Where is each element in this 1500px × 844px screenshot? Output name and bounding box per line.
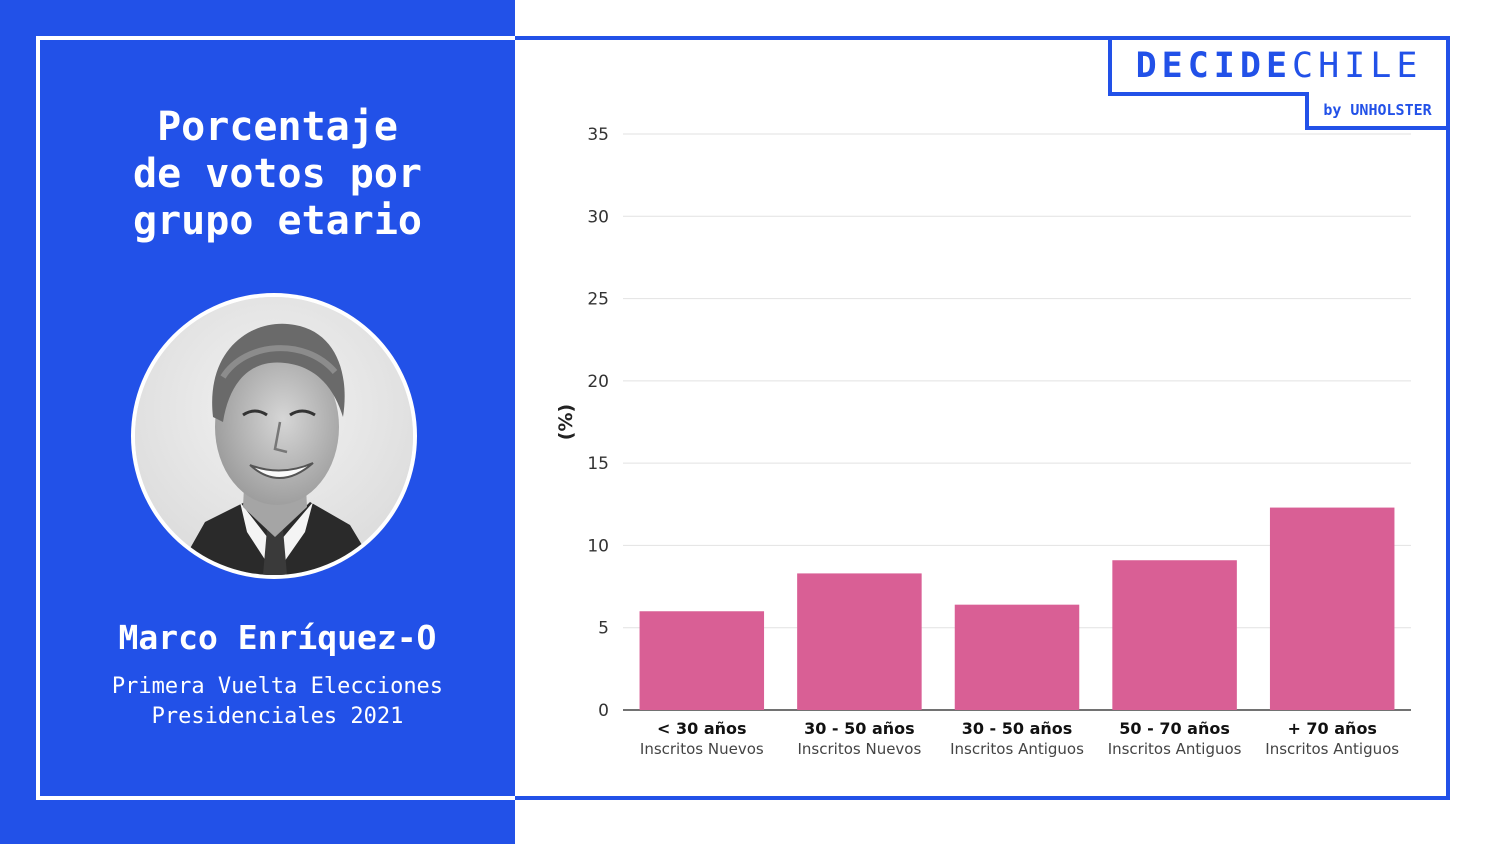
x-category-label: 30 - 50 años <box>962 719 1073 738</box>
candidate-photo <box>131 293 417 579</box>
page-title: Porcentaje de votos por grupo etario <box>40 104 515 245</box>
bar <box>797 573 922 710</box>
title-line-1: Porcentaje <box>157 104 398 150</box>
x-category-label: < 30 años <box>657 719 747 738</box>
bar <box>639 611 765 710</box>
bar-chart: 0 5 10 15 20 25 30 35 < 30 años Inscritos Nuevos 3… <box>555 125 1411 758</box>
bar <box>954 604 1080 710</box>
x-category-sublabel: Inscritos Nuevos <box>798 740 922 758</box>
x-category-label: 30 - 50 años <box>804 719 915 738</box>
left-frame <box>36 36 515 800</box>
y-tick-label: 35 <box>587 125 609 145</box>
logo-light-text: CHILE <box>1292 46 1423 86</box>
decidechile-logo: DECIDECHILE <box>1108 36 1450 96</box>
y-tick-label: 20 <box>587 372 609 392</box>
x-category-sublabel: Inscritos Antiguos <box>1108 740 1242 758</box>
unholster-byline: by UNHOLSTER <box>1305 92 1450 130</box>
y-tick-label: 5 <box>598 619 609 639</box>
title-line-3: grupo etario <box>133 198 422 244</box>
x-category-sublabel: Inscritos Antiguos <box>950 740 1084 758</box>
subtitle-line-2: Presidenciales 2021 <box>151 704 404 729</box>
y-tick-label: 10 <box>587 536 609 556</box>
bar <box>1269 507 1395 710</box>
chart-frame <box>515 36 1450 800</box>
title-line-2: de votos por <box>133 151 422 197</box>
candidate-portrait <box>135 297 413 575</box>
candidate-name: Marco Enríquez-O <box>118 618 437 657</box>
subtitle-line-1: Primera Vuelta Elecciones <box>111 674 444 699</box>
bar <box>1112 560 1237 710</box>
y-tick-label: 15 <box>587 454 609 474</box>
x-category-label: 50 - 70 años <box>1119 719 1230 738</box>
election-subtitle: Primera Vuelta Elecciones Presidenciales… <box>40 672 515 732</box>
x-category-sublabel: Inscritos Antiguos <box>1265 740 1399 758</box>
y-tick-label: 25 <box>587 290 609 310</box>
y-tick-label: 30 <box>587 207 609 227</box>
bar-layer <box>639 507 1395 710</box>
logo-bold-text: DECIDE <box>1135 46 1293 86</box>
x-category-label: + 70 años <box>1287 719 1377 738</box>
y-tick-label: 0 <box>598 701 609 721</box>
x-category-sublabel: Inscritos Nuevos <box>640 740 764 758</box>
y-axis-label: (%) <box>555 404 577 440</box>
label-layer: 0 5 10 15 20 25 30 35 < 30 años Inscritos Nuevos 3… <box>587 125 1399 758</box>
